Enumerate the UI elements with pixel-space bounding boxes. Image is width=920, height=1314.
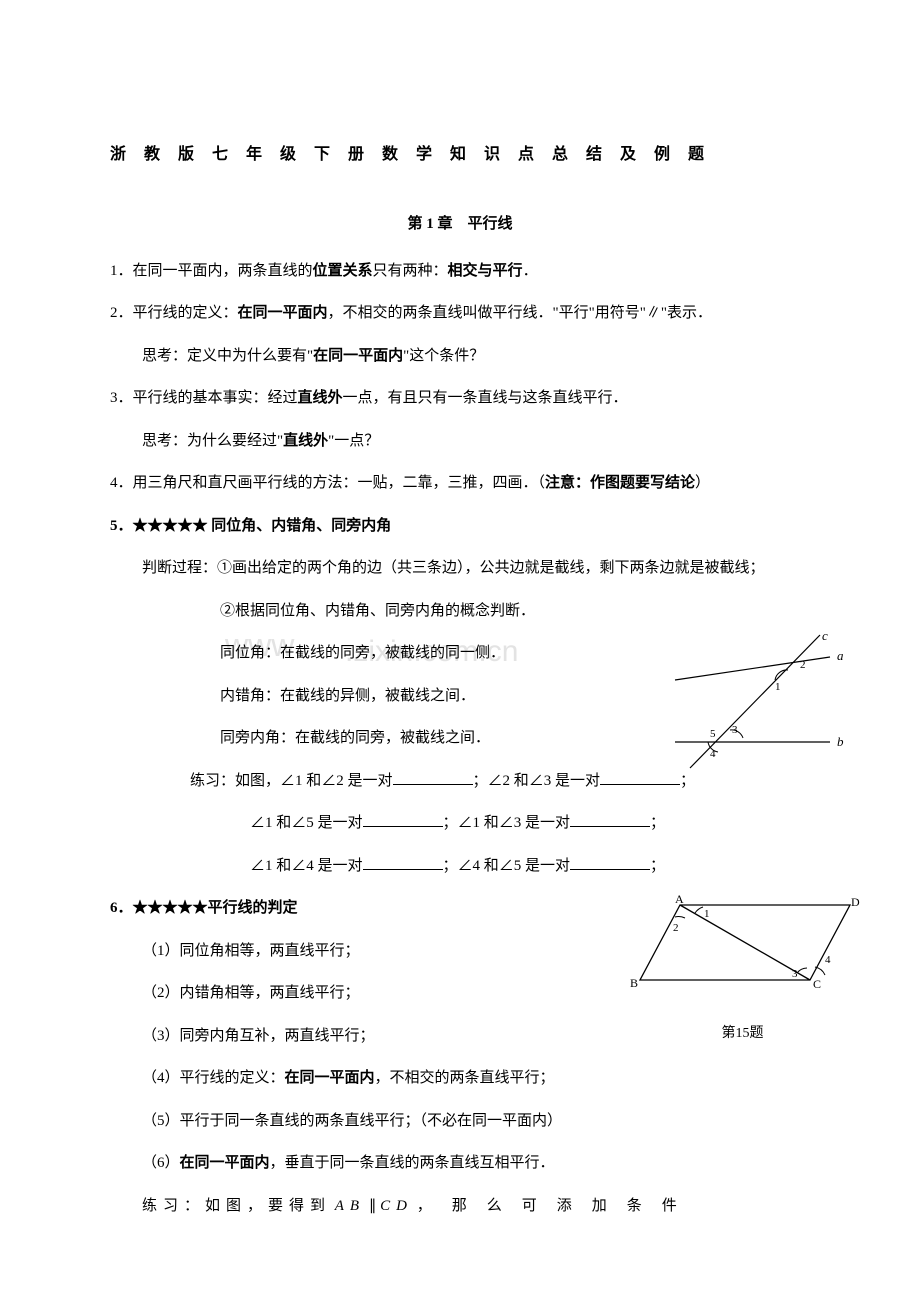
text: "这个条件？ bbox=[403, 348, 484, 364]
label-n1: 1 bbox=[704, 908, 710, 920]
document-title: 浙教版七年级下册数学知识点总结及例题 bbox=[110, 140, 810, 170]
text: 思考：定义中为什么要有" bbox=[142, 348, 313, 364]
label-D: D bbox=[851, 895, 860, 909]
text: ∠1 和∠5 是一对 bbox=[250, 815, 363, 831]
point-5-judge: 判断过程：①画出给定的两个角的边（共三条边），公共边就是截线，剩下两条边就是被截… bbox=[110, 554, 810, 583]
point-6-practice: 练习：如图，要得到 AB ∥ CD ，那么可添加条件 bbox=[110, 1192, 810, 1221]
point-2: 2．平行线的定义：在同一平面内，不相交的两条直线叫做平行线．"平行"用符号"∥"… bbox=[110, 299, 810, 328]
label-5: 5 bbox=[710, 728, 716, 740]
text: 3．平行线的基本事实：经过 bbox=[110, 390, 298, 406]
practice-line-2: ∠1 和∠5 是一对 ；∠1 和∠3 是一对 ； bbox=[110, 809, 810, 838]
text-bold: 相交与平行 bbox=[448, 263, 523, 279]
label-n2: 2 bbox=[673, 922, 679, 934]
text: 1．在同一平面内，两条直线的 bbox=[110, 263, 313, 279]
text: ，不相交的两条直线叫做平行线．"平行"用符号"∥"表示． bbox=[328, 305, 713, 321]
text: （6） bbox=[142, 1155, 180, 1171]
text: ． bbox=[523, 263, 538, 279]
text: 思考：为什么要经过" bbox=[142, 433, 283, 449]
label-2: 2 bbox=[800, 659, 806, 671]
text: 练习：如图，要得到 bbox=[142, 1198, 331, 1214]
blank-fill bbox=[363, 856, 443, 870]
text: ；∠1 和∠3 是一对 bbox=[443, 815, 571, 831]
text-bold: 直线外 bbox=[283, 433, 328, 449]
text: ；∠4 和∠5 是一对 bbox=[443, 858, 571, 874]
blank-fill bbox=[570, 856, 650, 870]
diagram-caption: 第15题 bbox=[625, 1021, 860, 1048]
text-bold: 在同一平面内 bbox=[238, 305, 328, 321]
text-bold: 在同一平面内 bbox=[180, 1155, 270, 1171]
label-1: 1 bbox=[775, 681, 781, 693]
label-a: a bbox=[837, 648, 844, 663]
chapter-heading: 第 1 章 平行线 bbox=[110, 210, 810, 239]
diagram-angles: a b c 1 2 3 5 4 bbox=[670, 630, 845, 786]
blank-fill bbox=[570, 814, 650, 828]
label-B: B bbox=[630, 976, 638, 990]
text: ∠1 和∠4 是一对 bbox=[250, 858, 363, 874]
text: 一点，有且只有一条直线与这条直线平行． bbox=[343, 390, 628, 406]
label-n3: 3 bbox=[792, 968, 798, 980]
point-3: 3．平行线的基本事实：经过直线外一点，有且只有一条直线与这条直线平行． bbox=[110, 384, 810, 413]
point-6-5: （5）平行于同一条直线的两条直线平行；（不必在同一平面内） bbox=[110, 1107, 810, 1136]
label-3: 3 bbox=[732, 724, 738, 736]
text: ； bbox=[650, 858, 665, 874]
text-bold: 注意：作图题要写结论 bbox=[545, 475, 695, 491]
diagram-parallelogram: A D B C 1 2 3 4 第15题 bbox=[625, 895, 860, 1047]
text: ，垂直于同一条直线的两条直线互相平行． bbox=[270, 1155, 555, 1171]
text: ，不相交的两条直线平行； bbox=[375, 1070, 555, 1086]
text: "一点？ bbox=[328, 433, 379, 449]
label-b: b bbox=[837, 734, 844, 749]
text: 2．平行线的定义： bbox=[110, 305, 238, 321]
blank-fill bbox=[363, 814, 443, 828]
point-6-4: （4）平行线的定义：在同一平面内，不相交的两条直线平行； bbox=[110, 1064, 810, 1093]
text: ） bbox=[695, 475, 710, 491]
text: ∥ bbox=[365, 1198, 380, 1214]
point-2-think: 思考：定义中为什么要有"在同一平面内"这个条件？ bbox=[110, 342, 810, 371]
point-5-heading: 5．★★★★★ 同位角、内错角、同旁内角 bbox=[110, 512, 810, 541]
practice-line-3: ∠1 和∠4 是一对 ；∠4 和∠5 是一对 ； bbox=[110, 852, 810, 881]
text: ；∠2 和∠3 是一对 bbox=[473, 773, 601, 789]
text: ； bbox=[650, 815, 665, 831]
text: 练习：如图，∠1 和∠2 是一对 bbox=[190, 773, 393, 789]
text-bold: 在同一平面内 bbox=[285, 1070, 375, 1086]
label-c: c bbox=[822, 630, 828, 643]
point-5-step2: ②根据同位角、内错角、同旁内角的概念判断． bbox=[110, 597, 810, 626]
text: 4．用三角尺和直尺画平行线的方法：一贴，二靠，三推，四画．（ bbox=[110, 475, 545, 491]
label-n4: 4 bbox=[825, 954, 831, 966]
blank-fill bbox=[600, 771, 680, 785]
text: 只有两种： bbox=[373, 263, 448, 279]
point-6-6: （6）在同一平面内，垂直于同一条直线的两条直线互相平行． bbox=[110, 1149, 810, 1178]
label-C: C bbox=[813, 977, 821, 991]
text-italic: AB bbox=[335, 1198, 365, 1214]
text: ，那么可添加条件 bbox=[417, 1198, 697, 1214]
text-bold: 位置关系 bbox=[313, 263, 373, 279]
blank-fill bbox=[393, 771, 473, 785]
label-A: A bbox=[675, 895, 684, 906]
text-italic: CD bbox=[380, 1198, 413, 1214]
point-1: 1．在同一平面内，两条直线的位置关系只有两种：相交与平行． bbox=[110, 257, 810, 286]
point-3-think: 思考：为什么要经过"直线外"一点？ bbox=[110, 427, 810, 456]
text-bold: 在同一平面内 bbox=[313, 348, 403, 364]
point-4: 4．用三角尺和直尺画平行线的方法：一贴，二靠，三推，四画．（注意：作图题要写结论… bbox=[110, 469, 810, 498]
text-bold: 直线外 bbox=[298, 390, 343, 406]
document-content: 浙教版七年级下册数学知识点总结及例题 第 1 章 平行线 1．在同一平面内，两条… bbox=[110, 140, 810, 1220]
text: （4）平行线的定义： bbox=[142, 1070, 285, 1086]
